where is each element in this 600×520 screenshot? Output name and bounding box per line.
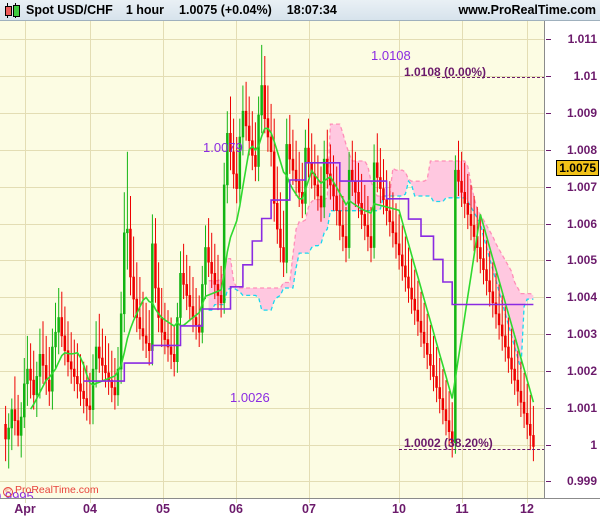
axis-tick-mark <box>399 499 400 503</box>
price-axis-label: 1.002 <box>566 363 597 378</box>
gridline-vertical <box>25 21 26 498</box>
price-axis-label: 1.006 <box>566 216 597 231</box>
current-price-badge: 1.0075 <box>556 160 599 177</box>
time-axis-label: 11 <box>455 502 469 516</box>
gridline-horizontal <box>0 39 544 40</box>
price-axis-label: 1.011 <box>567 32 597 47</box>
price-axis-label: 0.999 <box>566 474 597 489</box>
gridline-vertical <box>163 21 164 498</box>
price-axis-label: 1.003 <box>566 327 597 342</box>
gridline-horizontal <box>0 260 544 261</box>
watermark: © ProRealTime.com <box>3 484 99 497</box>
time-axis-label: Apr <box>14 502 36 516</box>
symbol-label: Spot USD/CHF <box>26 3 113 17</box>
gridline-vertical <box>90 21 91 498</box>
time-axis-label: 10 <box>392 502 406 516</box>
gridline-horizontal <box>0 76 544 77</box>
price-axis-label: 1 <box>590 437 597 452</box>
axis-tick-mark <box>546 113 551 114</box>
price-axis-label: 1.004 <box>566 290 597 305</box>
price-axis-label: 1.001 <box>566 400 597 415</box>
low-label: 0.9995 <box>0 489 34 498</box>
gridline-horizontal <box>0 445 544 446</box>
price-axis-label: 1.008 <box>566 142 597 157</box>
price-axis[interactable]: 1.011 1.01 1.009 1.008 1.007 1.006 1.005 1.004 1… <box>546 21 600 498</box>
axis-tick-mark <box>527 499 528 503</box>
axis-tick-mark <box>546 445 551 446</box>
gridline-horizontal <box>0 371 544 372</box>
gridline-vertical <box>462 21 463 498</box>
site-label: www.ProRealTime.com <box>458 3 596 17</box>
gridline-horizontal <box>0 481 544 482</box>
price-chart-plot[interactable]: 1.0108 1.0108 (0.00%) 1.0079 1.0026 1.0002 (… <box>0 21 545 498</box>
gridline-horizontal <box>0 334 544 335</box>
axis-tick-mark <box>546 481 551 482</box>
price-axis-label: 1.009 <box>566 106 597 121</box>
axis-tick-mark <box>546 260 551 261</box>
gridline-vertical <box>527 21 528 498</box>
high-label: 1.0108 <box>371 48 411 63</box>
axis-tick-mark <box>546 297 551 298</box>
gridline-vertical <box>309 21 310 498</box>
candlestick-series <box>4 44 535 469</box>
time-axis-label: 07 <box>302 502 316 516</box>
time-axis-label: 06 <box>229 502 243 516</box>
axis-tick-mark <box>236 499 237 503</box>
quote-label: 1.0075 (+0.04%) <box>179 3 272 17</box>
gridline-horizontal <box>0 187 544 188</box>
time-axis[interactable]: Apr 04 05 06 07 10 11 12 <box>0 498 600 520</box>
axis-tick-mark <box>546 187 551 188</box>
axis-tick-mark <box>546 39 551 40</box>
clock-label: 18:07:34 <box>286 3 337 17</box>
candlestick-icon <box>4 2 21 18</box>
axis-tick-mark <box>462 499 463 503</box>
fib-line-382 <box>399 449 544 450</box>
moving-average-lines <box>29 127 535 410</box>
price-axis-label: 1.005 <box>566 253 597 268</box>
chart-header-bar: Spot USD/CHF 1 hour 1.0075 (+0.04%) 18:0… <box>0 0 600 21</box>
gridline-horizontal <box>0 224 544 225</box>
copyright-icon: © <box>3 487 13 497</box>
axis-tick-mark <box>546 408 551 409</box>
time-axis-label: 12 <box>520 502 534 516</box>
swing-high-label: 1.0079 <box>203 140 243 155</box>
timeframe-label: 1 hour <box>125 3 165 17</box>
fib-line-0 <box>437 77 544 78</box>
axis-tick-mark <box>90 499 91 503</box>
watermark-text: ProRealTime.com <box>15 484 99 496</box>
axis-tick-mark <box>25 499 26 503</box>
gridline-horizontal <box>0 113 544 114</box>
time-axis-label: 04 <box>83 502 97 516</box>
axis-tick-mark <box>546 150 551 151</box>
gridline-horizontal <box>0 408 544 409</box>
price-axis-label: 1.01 <box>573 69 597 84</box>
fib-100-label: 1.0108 (0.00%) <box>404 65 487 79</box>
axis-tick-mark <box>546 224 551 225</box>
time-axis-label: 05 <box>156 502 170 516</box>
axis-tick-mark <box>546 76 551 77</box>
fib-382-label: 1.0002 (38.20%) <box>404 436 493 450</box>
axis-tick-mark <box>546 371 551 372</box>
axis-tick-mark <box>546 334 551 335</box>
axis-tick-mark <box>309 499 310 503</box>
swing-low-label: 1.0026 <box>230 390 270 405</box>
price-axis-label: 1.007 <box>566 179 597 194</box>
axis-tick-mark <box>163 499 164 503</box>
gridline-vertical <box>236 21 237 498</box>
